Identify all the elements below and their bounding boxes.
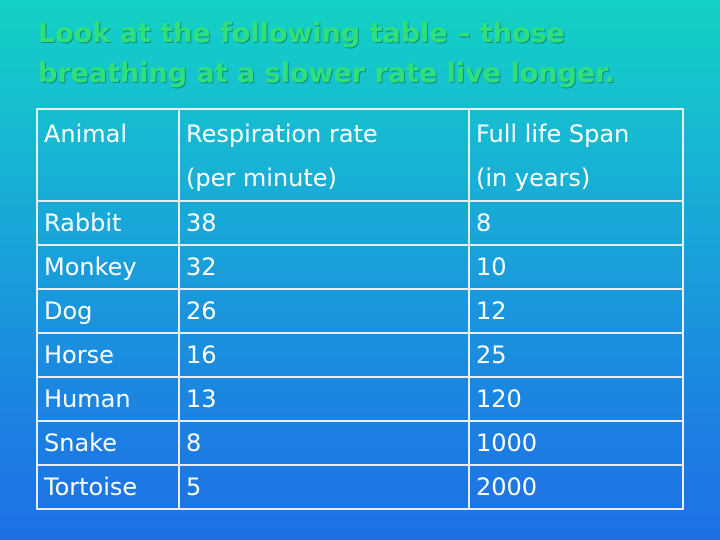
cell-animal: Tortoise bbox=[36, 464, 180, 510]
cell-respiration-rate: 32 bbox=[178, 244, 470, 290]
header-respiration-line-1: Respiration rate bbox=[186, 120, 378, 148]
header-respiration-rate: Respiration rate (per minute) bbox=[178, 108, 470, 202]
header-animal-line-1: Animal bbox=[44, 120, 128, 148]
cell-respiration-rate: 38 bbox=[178, 200, 470, 246]
slide-title-line-2: breathing at a slower rate live longer. bbox=[38, 58, 615, 89]
cell-animal: Human bbox=[36, 376, 180, 422]
header-lifespan-line-1: Full life Span bbox=[476, 120, 630, 148]
table-row: Human 13 120 bbox=[36, 376, 684, 422]
cell-life-span: 8 bbox=[468, 200, 684, 246]
header-respiration-line-2: (per minute) bbox=[186, 164, 337, 192]
cell-life-span: 120 bbox=[468, 376, 684, 422]
cell-animal: Snake bbox=[36, 420, 180, 466]
header-life-span: Full life Span (in years) bbox=[468, 108, 684, 202]
table-row: Dog 26 12 bbox=[36, 288, 684, 334]
cell-respiration-rate: 26 bbox=[178, 288, 470, 334]
cell-animal: Horse bbox=[36, 332, 180, 378]
cell-life-span: 12 bbox=[468, 288, 684, 334]
cell-life-span: 1000 bbox=[468, 420, 684, 466]
cell-life-span: 10 bbox=[468, 244, 684, 290]
header-animal: Animal bbox=[36, 108, 180, 202]
cell-life-span: 2000 bbox=[468, 464, 684, 510]
cell-animal: Monkey bbox=[36, 244, 180, 290]
table-row: Horse 16 25 bbox=[36, 332, 684, 378]
cell-respiration-rate: 13 bbox=[178, 376, 470, 422]
slide-title: Look at the following table – those brea… bbox=[38, 14, 698, 94]
table-header-row: Animal Respiration rate (per minute) Ful… bbox=[36, 108, 684, 202]
cell-respiration-rate: 8 bbox=[178, 420, 470, 466]
table-row: Tortoise 5 2000 bbox=[36, 464, 684, 510]
table-row: Monkey 32 10 bbox=[36, 244, 684, 290]
slide-title-line-1: Look at the following table – those bbox=[38, 18, 565, 49]
cell-respiration-rate: 5 bbox=[178, 464, 470, 510]
header-lifespan-line-2: (in years) bbox=[476, 164, 591, 192]
animal-respiration-table: Animal Respiration rate (per minute) Ful… bbox=[36, 108, 684, 510]
cell-respiration-rate: 16 bbox=[178, 332, 470, 378]
table-row: Snake 8 1000 bbox=[36, 420, 684, 466]
cell-animal: Dog bbox=[36, 288, 180, 334]
table-row: Rabbit 38 8 bbox=[36, 200, 684, 246]
cell-animal: Rabbit bbox=[36, 200, 180, 246]
cell-life-span: 25 bbox=[468, 332, 684, 378]
